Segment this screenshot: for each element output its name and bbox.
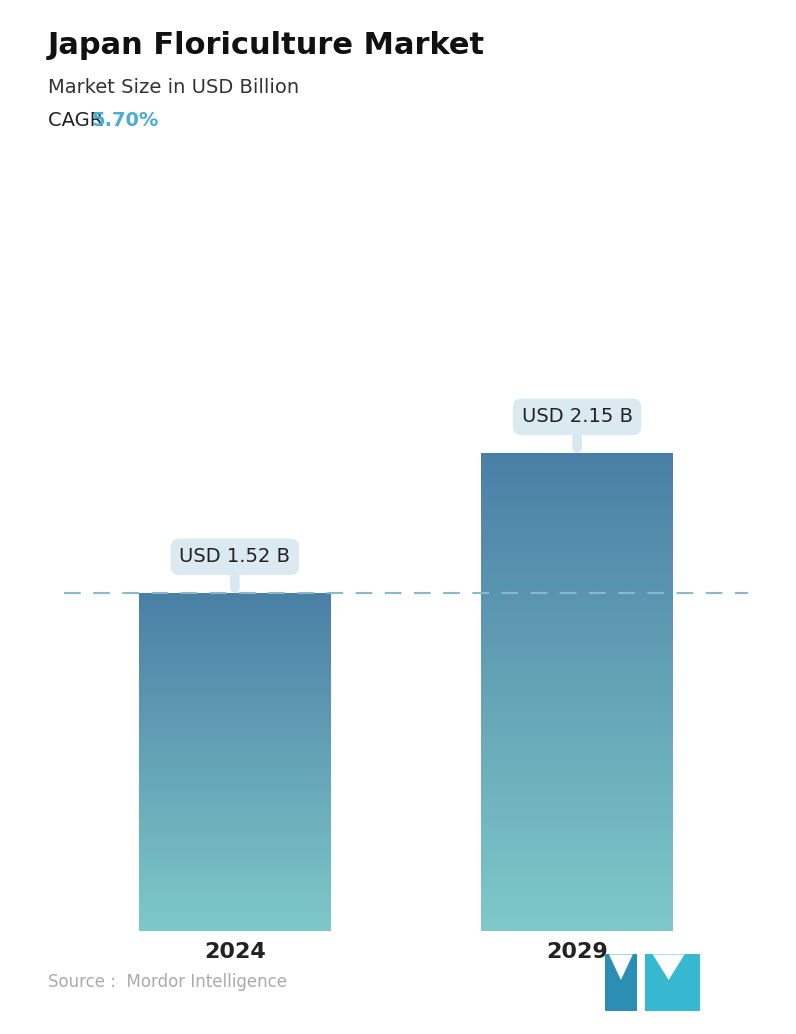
Text: Market Size in USD Billion: Market Size in USD Billion — [48, 78, 298, 96]
Polygon shape — [653, 954, 685, 980]
Text: USD 2.15 B: USD 2.15 B — [521, 407, 633, 448]
Polygon shape — [605, 954, 637, 1011]
Polygon shape — [637, 954, 645, 1011]
Text: 5.70%: 5.70% — [92, 111, 159, 129]
Text: CAGR: CAGR — [48, 111, 109, 129]
Polygon shape — [645, 954, 700, 1011]
Text: USD 1.52 B: USD 1.52 B — [179, 547, 291, 588]
Text: Source :  Mordor Intelligence: Source : Mordor Intelligence — [48, 973, 287, 992]
Text: Japan Floriculture Market: Japan Floriculture Market — [48, 31, 485, 60]
Polygon shape — [609, 954, 633, 980]
